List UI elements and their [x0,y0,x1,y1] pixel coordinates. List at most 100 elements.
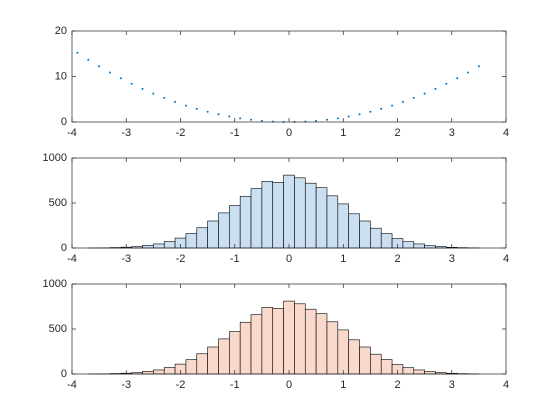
point [412,96,415,99]
bar [413,369,425,375]
bar [424,245,436,249]
bar [370,227,382,249]
y-tick-label: 20 [55,25,67,37]
point [325,118,328,121]
bar [348,213,360,249]
x-tick-label: 1 [340,253,346,265]
bar [413,243,425,249]
x-tick-label: 2 [394,379,400,391]
x-tick-label: -2 [176,253,186,265]
bar [380,233,393,249]
point [250,118,253,121]
point [119,77,122,80]
bar [294,177,306,249]
bar [250,188,263,249]
bar [359,346,371,375]
bar [337,203,349,249]
bar [261,181,274,249]
point [195,107,198,110]
x-tick-label: -1 [230,379,240,391]
point [260,119,263,122]
bar [326,195,339,249]
y-tick-label: 500 [49,197,67,209]
bar [239,195,252,249]
x-tick-label: -2 [176,379,186,391]
x-tick-label: -1 [230,127,240,139]
point [87,58,90,61]
point [141,87,144,90]
bar [239,321,252,375]
bar [283,174,295,249]
x-tick-label: -3 [121,127,131,139]
x-tick-label: -3 [121,253,131,265]
x-tick-label: 0 [286,253,292,265]
point [228,115,231,118]
x-tick-label: -4 [67,253,77,265]
point [456,77,459,80]
x-tick-label: 4 [503,379,509,391]
point [336,117,339,120]
point [477,65,480,68]
axes-background [72,31,506,122]
bar [380,359,393,375]
bar [315,313,328,375]
bar [261,307,274,375]
bar [218,212,230,249]
point [401,100,404,103]
bar [218,338,230,375]
point [434,87,437,90]
point [108,71,111,74]
point [76,51,79,54]
x-tick-label: -3 [121,379,131,391]
point [380,107,383,110]
x-tick-label: 4 [503,127,509,139]
bar [424,371,436,375]
point [206,110,209,113]
y-tick-label: 10 [55,70,67,82]
y-tick-label: 0 [61,242,67,254]
point [358,113,361,116]
bar [337,329,349,375]
point [315,119,318,122]
bar [196,353,208,375]
bar [370,353,382,375]
point [217,113,220,116]
bar [294,303,306,375]
bar [402,241,415,249]
bar [185,233,198,249]
x-tick-label: -1 [230,253,240,265]
bar [153,243,165,249]
point [98,65,101,68]
x-tick-label: -4 [67,127,77,139]
point [184,104,187,107]
bar [272,307,284,375]
point [369,110,372,113]
bar [359,220,371,249]
bar [304,308,317,375]
bar [229,331,241,375]
y-tick-label: 500 [49,323,67,335]
bar [272,182,284,249]
bar [142,245,154,249]
x-tick-label: 4 [503,253,509,265]
point [347,115,350,118]
x-tick-label: -4 [67,379,77,391]
point [152,92,155,95]
y-tick-label: 0 [61,368,67,380]
point [174,100,177,103]
x-tick-label: 0 [286,127,292,139]
point [163,96,166,99]
x-tick-label: 3 [449,379,455,391]
bar [163,367,176,375]
bar [185,359,198,375]
point [445,82,448,85]
x-tick-label: -2 [176,127,186,139]
bar [315,187,328,249]
bar [196,227,208,249]
y-tick-label: 0 [61,116,67,128]
bar [283,300,295,375]
x-tick-label: 1 [340,127,346,139]
x-tick-label: 0 [286,379,292,391]
bar [326,321,339,375]
